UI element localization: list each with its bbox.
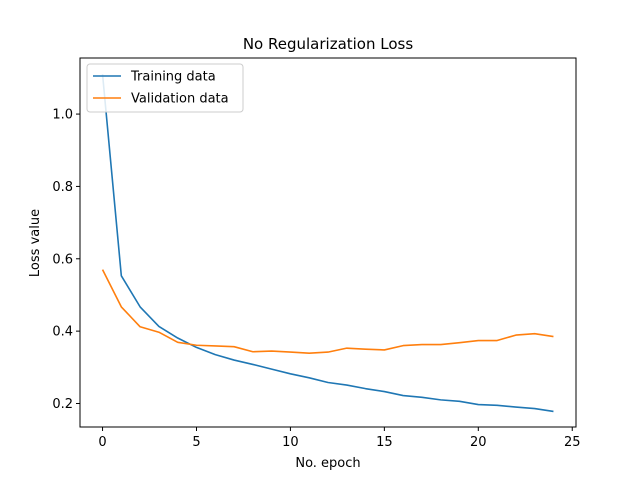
y-tick-label: 0.4 — [52, 325, 73, 340]
x-tick-label: 20 — [470, 435, 487, 450]
legend-box — [86, 63, 244, 113]
chart-title: No Regularization Loss — [243, 35, 414, 53]
series-line-2 — [101, 269, 554, 355]
x-tick-label: 25 — [564, 435, 581, 450]
axes-frame — [79, 57, 577, 428]
x-tick-label: 0 — [98, 435, 106, 450]
y-tick-label: 0.6 — [52, 252, 73, 267]
x-axis-title: No. epoch — [295, 456, 360, 471]
plot-area: 0 5 10 15 20 25 0.2 0.4 0.6 0.8 1.0 Training data Va… — [52, 57, 581, 450]
x-tick-label: 5 — [192, 435, 200, 450]
series-line-1 — [101, 74, 554, 413]
x-tick-label: 15 — [376, 435, 393, 450]
legend-label-2: Validation data — [131, 92, 229, 107]
y-tick-label: 1.0 — [52, 108, 73, 123]
y-axis-title: Loss value — [28, 209, 43, 277]
y-tick-label: 0.8 — [52, 180, 73, 195]
legend-label-1: Training data — [130, 70, 216, 85]
x-tick-label: 10 — [282, 435, 299, 450]
y-tick-label: 0.2 — [52, 397, 73, 412]
